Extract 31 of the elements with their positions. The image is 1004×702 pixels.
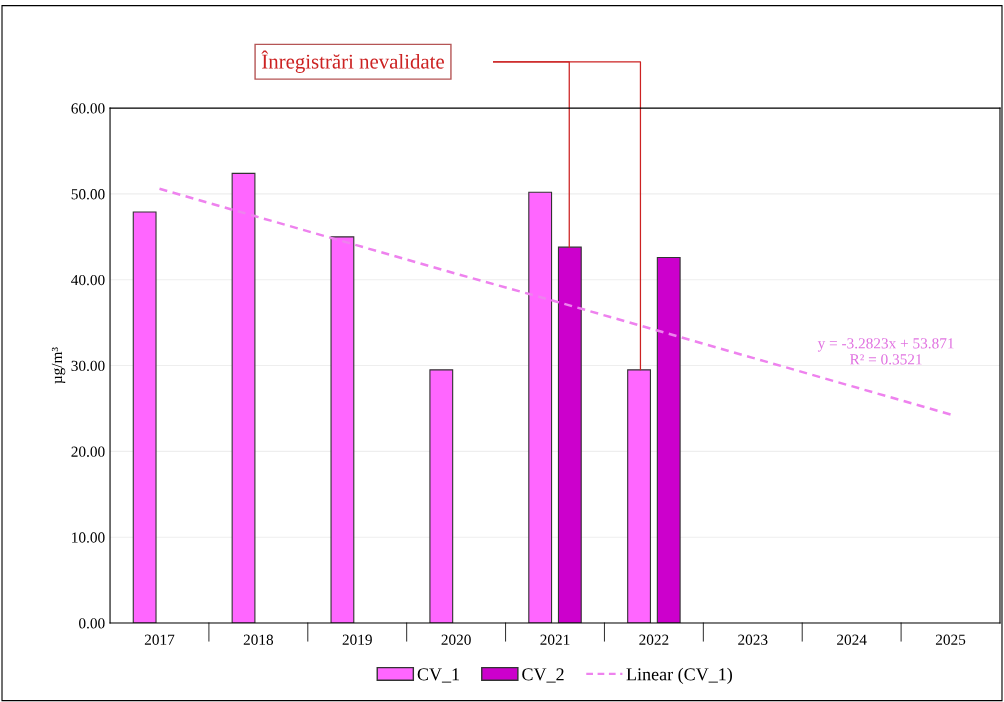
y-tick-label: 10.00	[72, 532, 105, 543]
text: Înregistrări nevalidate	[261, 50, 444, 73]
y-tick-label: 50.00	[71, 189, 105, 200]
x-tick-label: 2024	[837, 634, 867, 645]
x-tick-label: 2019	[342, 634, 372, 645]
x-tick-label: 2023	[738, 634, 768, 645]
annotation: y = -3.2823x + 53.871 R² = 0.3521	[817, 338, 954, 365]
legend-label: Linear (CV_1)	[626, 667, 732, 685]
bar	[330, 236, 355, 624]
bar	[627, 369, 651, 624]
line-series	[158, 187, 952, 416]
bar	[132, 211, 157, 624]
bar	[429, 369, 454, 624]
bar	[231, 172, 256, 624]
legend-label: CV_1	[417, 668, 459, 683]
bar	[528, 191, 553, 624]
y-tick-label: 20.00	[71, 446, 105, 457]
x-tick-label: 2022	[639, 634, 669, 645]
x-tick-label: 2018	[243, 634, 274, 645]
x-tick-label: 2025	[935, 634, 966, 645]
y-tick-label: 60.00	[71, 103, 105, 114]
x-tick-label: 2020	[441, 634, 471, 645]
y-tick-label: 30.00	[71, 360, 105, 372]
y-tick-label: 40.00	[71, 274, 105, 286]
x-tick-label: 2017	[144, 634, 175, 645]
y-tick-label: 0.00	[79, 618, 105, 629]
bar	[557, 246, 582, 624]
legend-label: CV_2	[522, 668, 564, 683]
x-tick-label: 2021	[540, 634, 570, 645]
y-axis-title: µg/m³	[51, 347, 66, 384]
bar	[656, 256, 681, 624]
